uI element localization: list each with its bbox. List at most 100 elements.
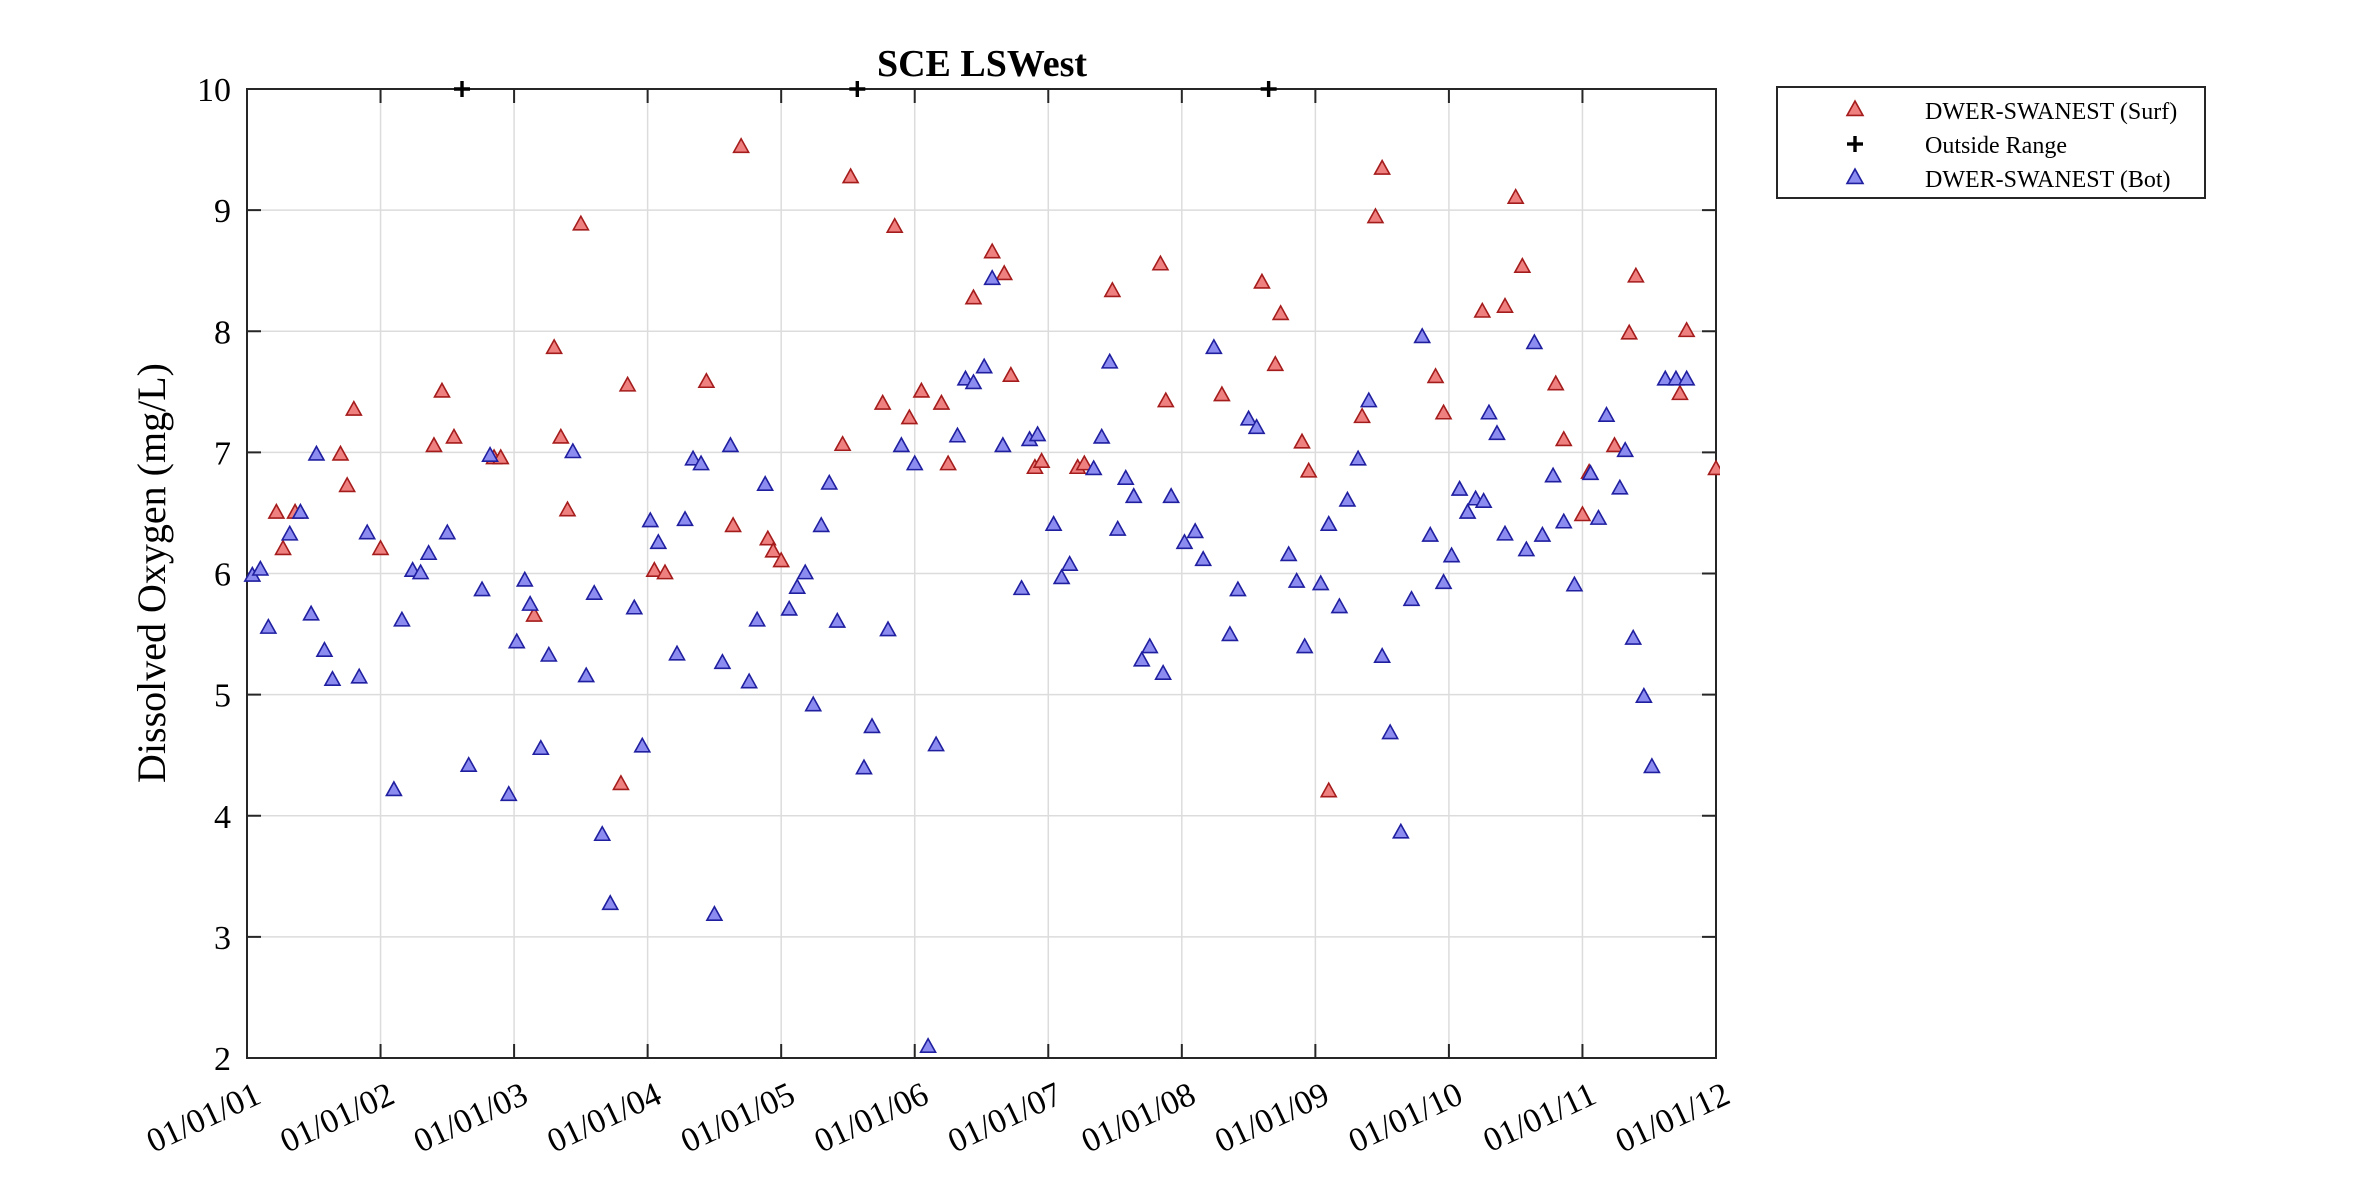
bot-point [668, 644, 686, 661]
bot-point [721, 436, 740, 453]
bot-point [459, 756, 478, 773]
bot-point [1677, 369, 1696, 386]
y-tick-label: 5 [214, 678, 231, 715]
bot-point [641, 511, 660, 528]
surf-point [267, 502, 286, 519]
y-tick-label: 6 [214, 557, 231, 594]
surf-point [1434, 403, 1453, 420]
surf-point [772, 551, 791, 568]
bot-point [692, 454, 710, 471]
bot-point [892, 436, 911, 453]
x-tick-label: 01/01/06 [809, 1076, 934, 1161]
chart-title: SCE LSWest [877, 43, 1087, 85]
surf-point [939, 454, 957, 471]
bot-point [358, 523, 377, 540]
bot-point [1140, 637, 1159, 654]
bot-point [975, 357, 994, 374]
bot-point [1279, 545, 1298, 562]
data-markers [243, 81, 1720, 1054]
bot-point [1295, 637, 1314, 654]
bot-point [1442, 546, 1461, 563]
bot-point [1052, 568, 1071, 585]
bot-point [1287, 571, 1306, 588]
bot-point [927, 735, 945, 752]
bot-point [1597, 406, 1616, 422]
bot-point [756, 475, 775, 492]
x-tick-label: 01/01/04 [542, 1076, 667, 1161]
bot-point [481, 445, 499, 462]
bot-point [1610, 478, 1629, 495]
y-tick-label: 8 [214, 314, 231, 351]
surf-point [995, 264, 1014, 281]
surf-point [1293, 432, 1311, 449]
bot-point [515, 570, 534, 587]
bot-point [983, 269, 1002, 286]
surf-point [545, 338, 564, 355]
surf-point [274, 539, 292, 556]
bot-point [684, 449, 702, 466]
bot-point [323, 670, 342, 687]
y-tick-label: 2 [214, 1041, 231, 1078]
bot-point [259, 617, 278, 634]
bot-point [1624, 628, 1643, 645]
bot-point [307, 444, 326, 461]
surf-point [1075, 454, 1094, 471]
legend-label-bot: DWER-SWANEST (Bot) [1925, 167, 2171, 193]
surf-point [758, 529, 777, 546]
bot-point [1413, 327, 1432, 344]
bot-point [385, 780, 403, 797]
y-tick-label: 4 [214, 799, 231, 836]
surf-point [1366, 207, 1385, 224]
surf-point [983, 242, 1002, 259]
bot-point [251, 559, 270, 576]
x-tick-label: 01/01/07 [942, 1076, 1067, 1161]
bot-point [539, 645, 558, 662]
bot-point [1330, 597, 1349, 614]
legend-label-surf: DWER-SWANEST (Surf) [1925, 99, 2177, 125]
surf-point [1266, 355, 1285, 372]
surf-point [1213, 385, 1231, 402]
surf-point [841, 167, 860, 184]
surf-point [331, 444, 350, 461]
bot-point [1116, 469, 1135, 485]
surf-point [1426, 367, 1445, 384]
bot-point [1311, 574, 1330, 591]
bot-point [411, 563, 430, 580]
surf-point [1496, 297, 1514, 313]
bot-point [531, 739, 550, 756]
bot-point [393, 610, 411, 627]
bot-point [350, 667, 369, 684]
bot-point [1044, 515, 1063, 531]
surf-point [724, 516, 742, 533]
bot-point [1373, 647, 1391, 664]
bot-point [1480, 403, 1498, 420]
bot-point [1525, 333, 1544, 350]
x-tick-label: 01/01/12 [1610, 1076, 1735, 1161]
bot-point [315, 641, 334, 657]
bot-point [1643, 757, 1661, 774]
surf-point [338, 476, 357, 493]
bot-point [302, 604, 320, 621]
bot-point [1175, 533, 1194, 550]
bot-point [855, 758, 873, 775]
surf-point [445, 427, 463, 444]
legend-markers [1845, 99, 1865, 185]
outside-range-point [849, 81, 866, 97]
bot-point [740, 672, 758, 689]
bot-point [905, 454, 924, 471]
bot-point [1421, 525, 1440, 542]
bot-point [1132, 650, 1151, 667]
outside-range-point [1260, 81, 1277, 97]
x-tick-label: 01/01/01 [141, 1076, 266, 1161]
bot-point [1434, 573, 1453, 590]
y-tick-label: 9 [214, 193, 231, 230]
bot-point [280, 524, 299, 541]
surf-point [612, 774, 630, 791]
bot-point [1533, 525, 1552, 542]
bot-point [1458, 502, 1477, 519]
bot-point [593, 825, 612, 842]
bot-point [1581, 464, 1600, 481]
bot-point [788, 578, 807, 594]
surf-point [1319, 781, 1338, 798]
x-tick-label: 01/01/03 [408, 1076, 533, 1161]
